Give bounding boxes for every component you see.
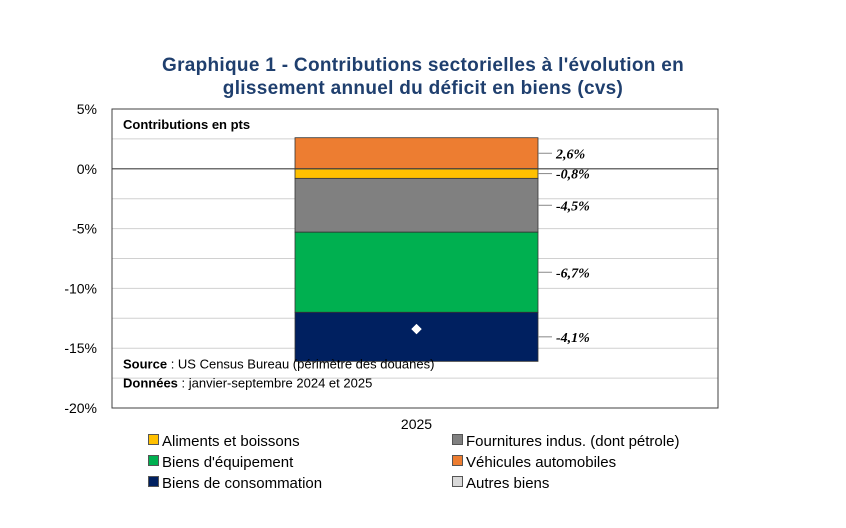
plot-border	[111, 108, 719, 409]
legend-swatch-autres	[452, 476, 463, 487]
legend-swatch-equipement	[148, 455, 159, 466]
bar-segment-2	[294, 177, 539, 233]
y-axis-title: Contributions en pts	[123, 117, 250, 132]
y-tick-label: 5%	[77, 101, 97, 117]
chart-title-line-1: Graphique 1 - Contributions sectorielles…	[161, 55, 685, 76]
y-tick-label: -10%	[64, 280, 97, 296]
x-tick-label: 2025	[401, 416, 432, 432]
source-label: Source	[123, 357, 167, 372]
donnees-text: : janvier-septembre 2024 et 2025	[178, 376, 372, 391]
total-marker	[411, 323, 422, 335]
legend-item-fournitures: Fournitures indus. (dont pétrole)	[452, 433, 679, 450]
legend-item-autres: Autres biens	[452, 475, 549, 492]
legend-swatch-consommation	[148, 476, 159, 487]
data-label: -4,1%	[556, 331, 590, 346]
source-text: : US Census Bureau (périmètre des douane…	[167, 357, 434, 372]
data-label: -0,8%	[556, 168, 590, 183]
chart-title-line-2: glissement annuel du déficit en biens (c…	[222, 78, 624, 99]
legend-item-aliments: Aliments et boissons	[148, 433, 300, 450]
legend-item-vehicules: Véhicules automobiles	[452, 454, 616, 471]
y-tick-label: -5%	[72, 221, 97, 237]
legend-label-equipement: Biens d'équipement	[162, 454, 294, 471]
bar-segment-3	[294, 231, 539, 313]
legend-label-autres: Autres biens	[466, 475, 550, 492]
data-label: -4,5%	[556, 199, 590, 214]
legend-swatch-vehicules	[452, 455, 463, 466]
legend-swatch-fournitures	[452, 434, 463, 445]
source-note: Source : US Census Bureau (périmètre des…	[123, 357, 434, 372]
y-tick-label: -15%	[64, 340, 97, 356]
y-tick-label: 0%	[77, 161, 97, 177]
legend-label-fournitures: Fournitures indus. (dont pétrole)	[466, 433, 680, 450]
legend-item-consommation: Biens de consommation	[148, 475, 322, 492]
legend-item-equipement: Biens d'équipement	[148, 454, 293, 471]
legend-label-aliments: Aliments et boissons	[162, 433, 300, 450]
legend-label-vehicules: Véhicules automobiles	[466, 454, 617, 471]
legend-label-consommation: Biens de consommation	[162, 475, 323, 492]
donnees-note: Données : janvier-septembre 2024 et 2025	[123, 376, 372, 391]
bar-segment-1	[294, 168, 539, 179]
data-label: -6,7%	[556, 266, 590, 281]
legend-swatch-aliments	[148, 434, 159, 445]
data-label: 2,6%	[555, 147, 585, 162]
bar-segment-0	[294, 137, 539, 170]
y-tick-label: -20%	[64, 400, 97, 416]
donnees-label: Données	[123, 376, 178, 391]
bar-segment-4	[294, 311, 539, 362]
